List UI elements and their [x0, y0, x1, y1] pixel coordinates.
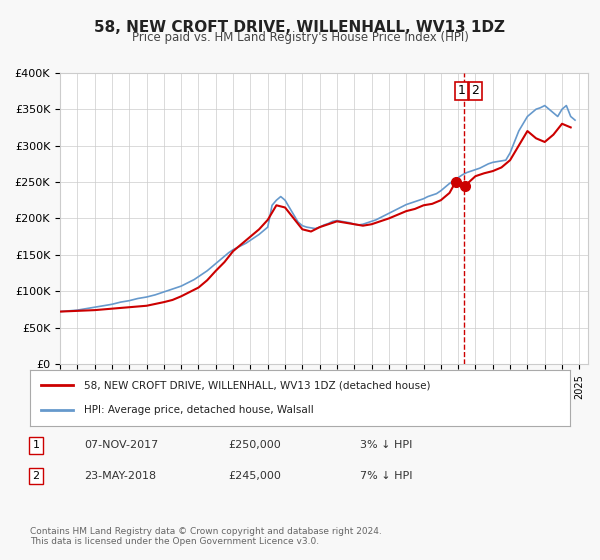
- Text: 58, NEW CROFT DRIVE, WILLENHALL, WV13 1DZ (detached house): 58, NEW CROFT DRIVE, WILLENHALL, WV13 1D…: [84, 380, 431, 390]
- Text: £250,000: £250,000: [228, 440, 281, 450]
- Text: 07-NOV-2017: 07-NOV-2017: [84, 440, 158, 450]
- Text: 3% ↓ HPI: 3% ↓ HPI: [360, 440, 412, 450]
- Text: 2: 2: [472, 85, 479, 97]
- Text: £245,000: £245,000: [228, 471, 281, 481]
- Text: Price paid vs. HM Land Registry's House Price Index (HPI): Price paid vs. HM Land Registry's House …: [131, 31, 469, 44]
- Text: 2: 2: [32, 471, 40, 481]
- Text: 23-MAY-2018: 23-MAY-2018: [84, 471, 156, 481]
- Text: 1: 1: [32, 440, 40, 450]
- Text: HPI: Average price, detached house, Walsall: HPI: Average price, detached house, Wals…: [84, 405, 314, 415]
- Text: 58, NEW CROFT DRIVE, WILLENHALL, WV13 1DZ: 58, NEW CROFT DRIVE, WILLENHALL, WV13 1D…: [95, 20, 505, 35]
- Text: 1: 1: [458, 85, 466, 97]
- Text: Contains HM Land Registry data © Crown copyright and database right 2024.
This d: Contains HM Land Registry data © Crown c…: [30, 526, 382, 546]
- Text: 7% ↓ HPI: 7% ↓ HPI: [360, 471, 413, 481]
